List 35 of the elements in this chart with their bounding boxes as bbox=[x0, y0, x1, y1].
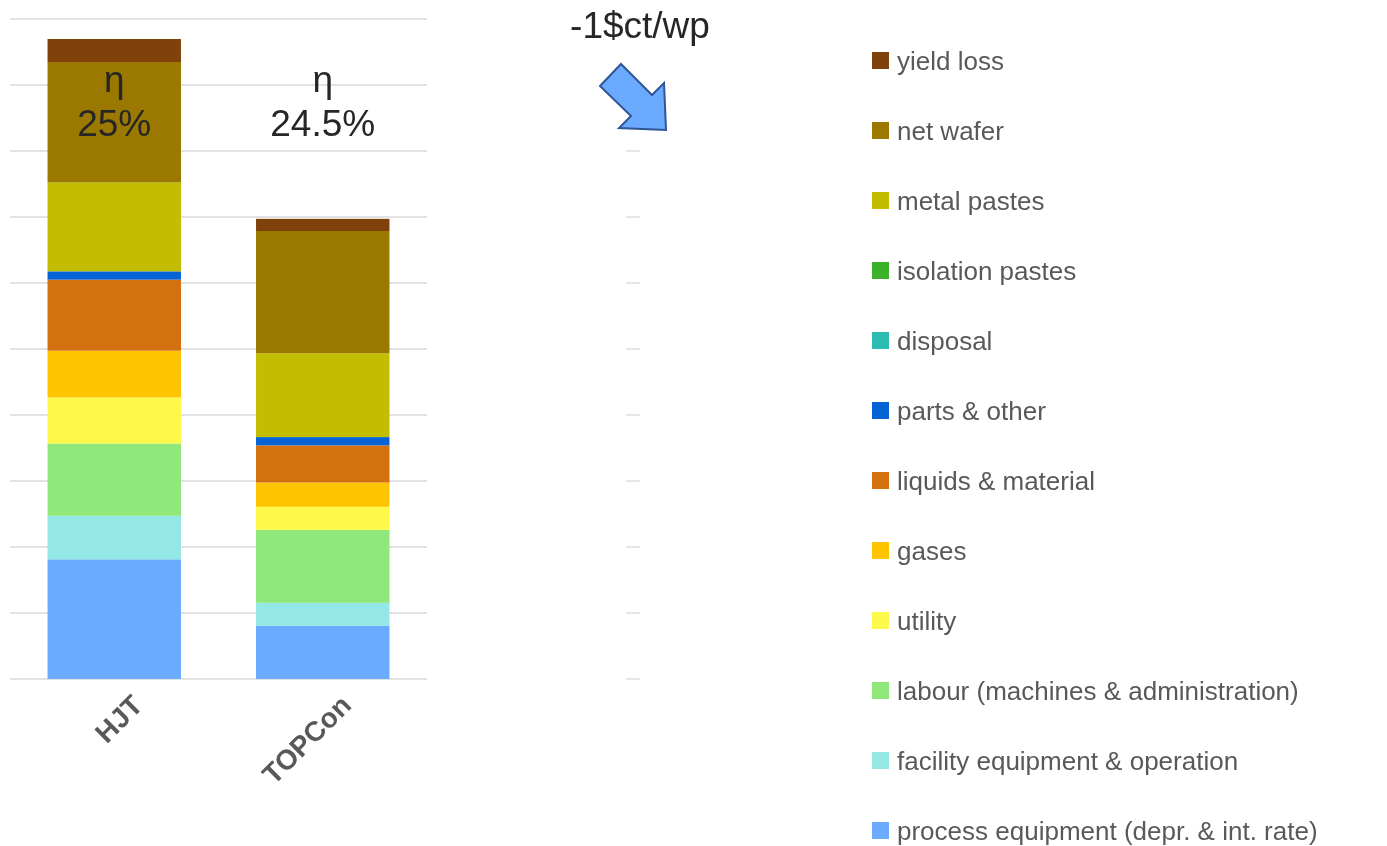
legend-label: yield loss bbox=[897, 46, 1004, 76]
annotation: η 25% bbox=[77, 59, 152, 144]
legend-label: parts & other bbox=[897, 396, 1047, 426]
bar bbox=[256, 353, 390, 438]
bar bbox=[47, 397, 181, 444]
bar bbox=[256, 437, 390, 446]
bar bbox=[47, 443, 181, 516]
legend-label: labour (machines & administration) bbox=[897, 676, 1299, 706]
legend-label: metal pastes bbox=[897, 186, 1045, 216]
bar bbox=[256, 506, 390, 530]
legend-label: disposal bbox=[897, 326, 993, 356]
bar bbox=[256, 218, 390, 231]
bar bbox=[47, 559, 181, 679]
legend-label: liquids & material bbox=[897, 466, 1095, 496]
legend-label: net wafer bbox=[897, 116, 1005, 146]
bar bbox=[47, 182, 181, 272]
bar bbox=[256, 529, 390, 603]
bar bbox=[256, 625, 390, 679]
bar bbox=[47, 515, 181, 560]
legend-label: gases bbox=[897, 536, 967, 566]
bar bbox=[256, 445, 390, 483]
bar bbox=[256, 231, 390, 354]
bar bbox=[47, 279, 181, 351]
bar bbox=[47, 271, 181, 280]
legend-label: isolation pastes bbox=[897, 256, 1077, 286]
text: -1$ct/wp bbox=[570, 5, 710, 46]
legend-label: process equipment (depr. & int. rate) bbox=[897, 816, 1318, 846]
legend-label: utility bbox=[897, 606, 957, 636]
bar bbox=[256, 602, 390, 626]
bar bbox=[47, 350, 181, 398]
legend-label: facility equipment & operation bbox=[897, 746, 1239, 776]
bar bbox=[47, 62, 181, 183]
annotation: η 24.5% bbox=[270, 59, 376, 144]
bar bbox=[47, 39, 181, 63]
bar bbox=[256, 482, 390, 507]
